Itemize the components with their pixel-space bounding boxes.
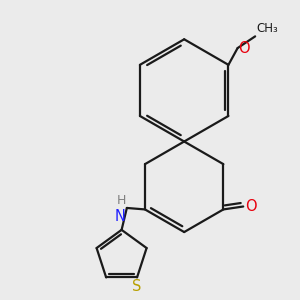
- Text: S: S: [132, 279, 142, 294]
- Text: O: O: [246, 199, 257, 214]
- Text: O: O: [238, 40, 250, 56]
- Text: H: H: [116, 194, 126, 207]
- Text: CH₃: CH₃: [256, 22, 278, 35]
- Text: N: N: [115, 208, 126, 224]
